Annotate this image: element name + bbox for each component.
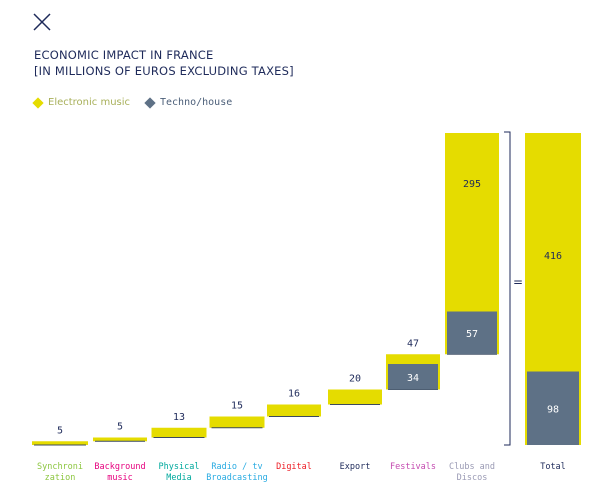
- value-label-6: 47: [407, 338, 419, 349]
- category-label-8-0: Total: [540, 462, 566, 472]
- value-label-2: 13: [173, 412, 185, 423]
- bar-electronic-2: [151, 427, 207, 438]
- techno-value-label-total: 98: [547, 404, 559, 415]
- value-label-total: 416: [544, 251, 562, 262]
- category-label-0-1: zation: [45, 473, 76, 483]
- category-label-2-0: Physical: [159, 462, 200, 472]
- value-label-5: 20: [349, 374, 361, 385]
- bar-electronic-4: [267, 404, 321, 417]
- bar-electronic-5: [328, 389, 382, 405]
- category-label-5-0: Export: [340, 462, 371, 472]
- bar-electronic-3: [209, 416, 265, 428]
- category-label-7-0: Clubs and: [449, 462, 495, 472]
- legend-item-electronic: Electronic music: [32, 96, 131, 109]
- bar-techno-total: [527, 371, 579, 445]
- equals-sign: =: [513, 275, 523, 289]
- sum-bracket: [504, 131, 511, 446]
- category-label-1-1: music: [107, 473, 133, 483]
- legend-label-techno: Techno/house: [160, 97, 233, 108]
- legend-item-techno: Techno/house: [144, 96, 233, 109]
- category-label-0-0: Synchroni: [37, 462, 83, 472]
- x-logo: [33, 13, 51, 31]
- techno-value-label-7: 57: [466, 329, 478, 340]
- bar-techno-7: [447, 311, 497, 355]
- category-label-4-0: Digital: [276, 462, 312, 472]
- legend-label-electronic: Electronic music: [48, 97, 131, 108]
- chart-title-line2: [IN MILLIONS OF EUROS EXCLUDING TAXES]: [34, 64, 294, 78]
- bar-techno-6: [388, 364, 438, 390]
- bar-electronic-0: [32, 441, 88, 445]
- bar-electronic-1: [93, 437, 147, 442]
- value-label-4: 16: [288, 389, 300, 400]
- category-label-3-0: Radio / tv: [211, 462, 262, 472]
- category-label-6-0: Festivals: [390, 462, 436, 472]
- category-label-3-1: Broadcasting: [206, 473, 267, 483]
- category-label-1-0: Background: [94, 462, 145, 472]
- value-label-3: 15: [231, 401, 243, 412]
- category-label-7-1: Discos: [457, 473, 488, 483]
- chart-title-line1: ECONOMIC IMPACT IN FRANCE: [34, 48, 214, 62]
- value-label-7: 295: [463, 179, 481, 190]
- value-label-0: 5: [57, 425, 63, 436]
- value-label-1: 5: [117, 422, 123, 433]
- category-label-2-1: Media: [166, 473, 192, 483]
- techno-value-label-6: 34: [407, 373, 419, 384]
